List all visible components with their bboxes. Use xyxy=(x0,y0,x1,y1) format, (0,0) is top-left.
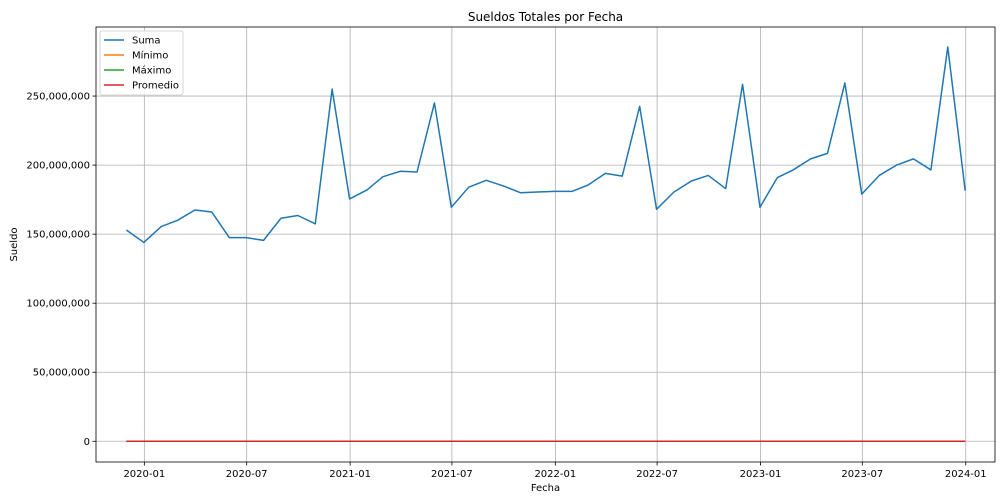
y-tick-label: 200,000,000 xyxy=(26,161,90,172)
legend-label: Mínimo xyxy=(132,50,168,62)
legend-box xyxy=(99,30,184,96)
chart-title: Sueldos Totales por Fecha xyxy=(468,10,623,24)
x-tick-label: 2022-01 xyxy=(534,469,576,480)
x-tick-label: 2021-07 xyxy=(431,469,473,480)
x-tick-label: 2024-01 xyxy=(945,469,987,480)
y-axis-ticks: 0 50,000,000 100,000,000 150,000,000 200,000… xyxy=(26,92,96,448)
x-tick-label: 2020-07 xyxy=(226,469,268,480)
y-tick-label: 100,000,000 xyxy=(26,299,90,310)
x-axis-label: Fecha xyxy=(531,483,560,494)
x-tick-label: 2021-01 xyxy=(329,469,371,480)
y-axis-label: Sueldo xyxy=(9,227,20,261)
y-tick-label: 0 xyxy=(84,437,90,448)
x-tick-label: 2023-01 xyxy=(740,469,782,480)
series-lines xyxy=(125,46,966,443)
legend: Suma Mínimo Máximo Promedio xyxy=(99,30,184,96)
y-tick-label: 250,000,000 xyxy=(26,92,90,103)
legend-label: Máximo xyxy=(132,65,171,77)
x-tick-label: 2022-07 xyxy=(636,469,678,480)
plot-area xyxy=(95,26,996,463)
series-line-suma xyxy=(125,46,966,244)
legend-label: Promedio xyxy=(132,81,179,92)
x-axis-ticks: 2020-01 2020-07 2021-01 2021-07 2022-01 2022-… xyxy=(123,462,987,480)
legend-label: Suma xyxy=(132,36,161,47)
y-tick-label: 150,000,000 xyxy=(26,230,90,241)
x-tick-label: 2023-07 xyxy=(841,469,883,480)
x-tick-label: 2020-01 xyxy=(123,469,165,480)
y-tick-label: 50,000,000 xyxy=(33,368,90,379)
